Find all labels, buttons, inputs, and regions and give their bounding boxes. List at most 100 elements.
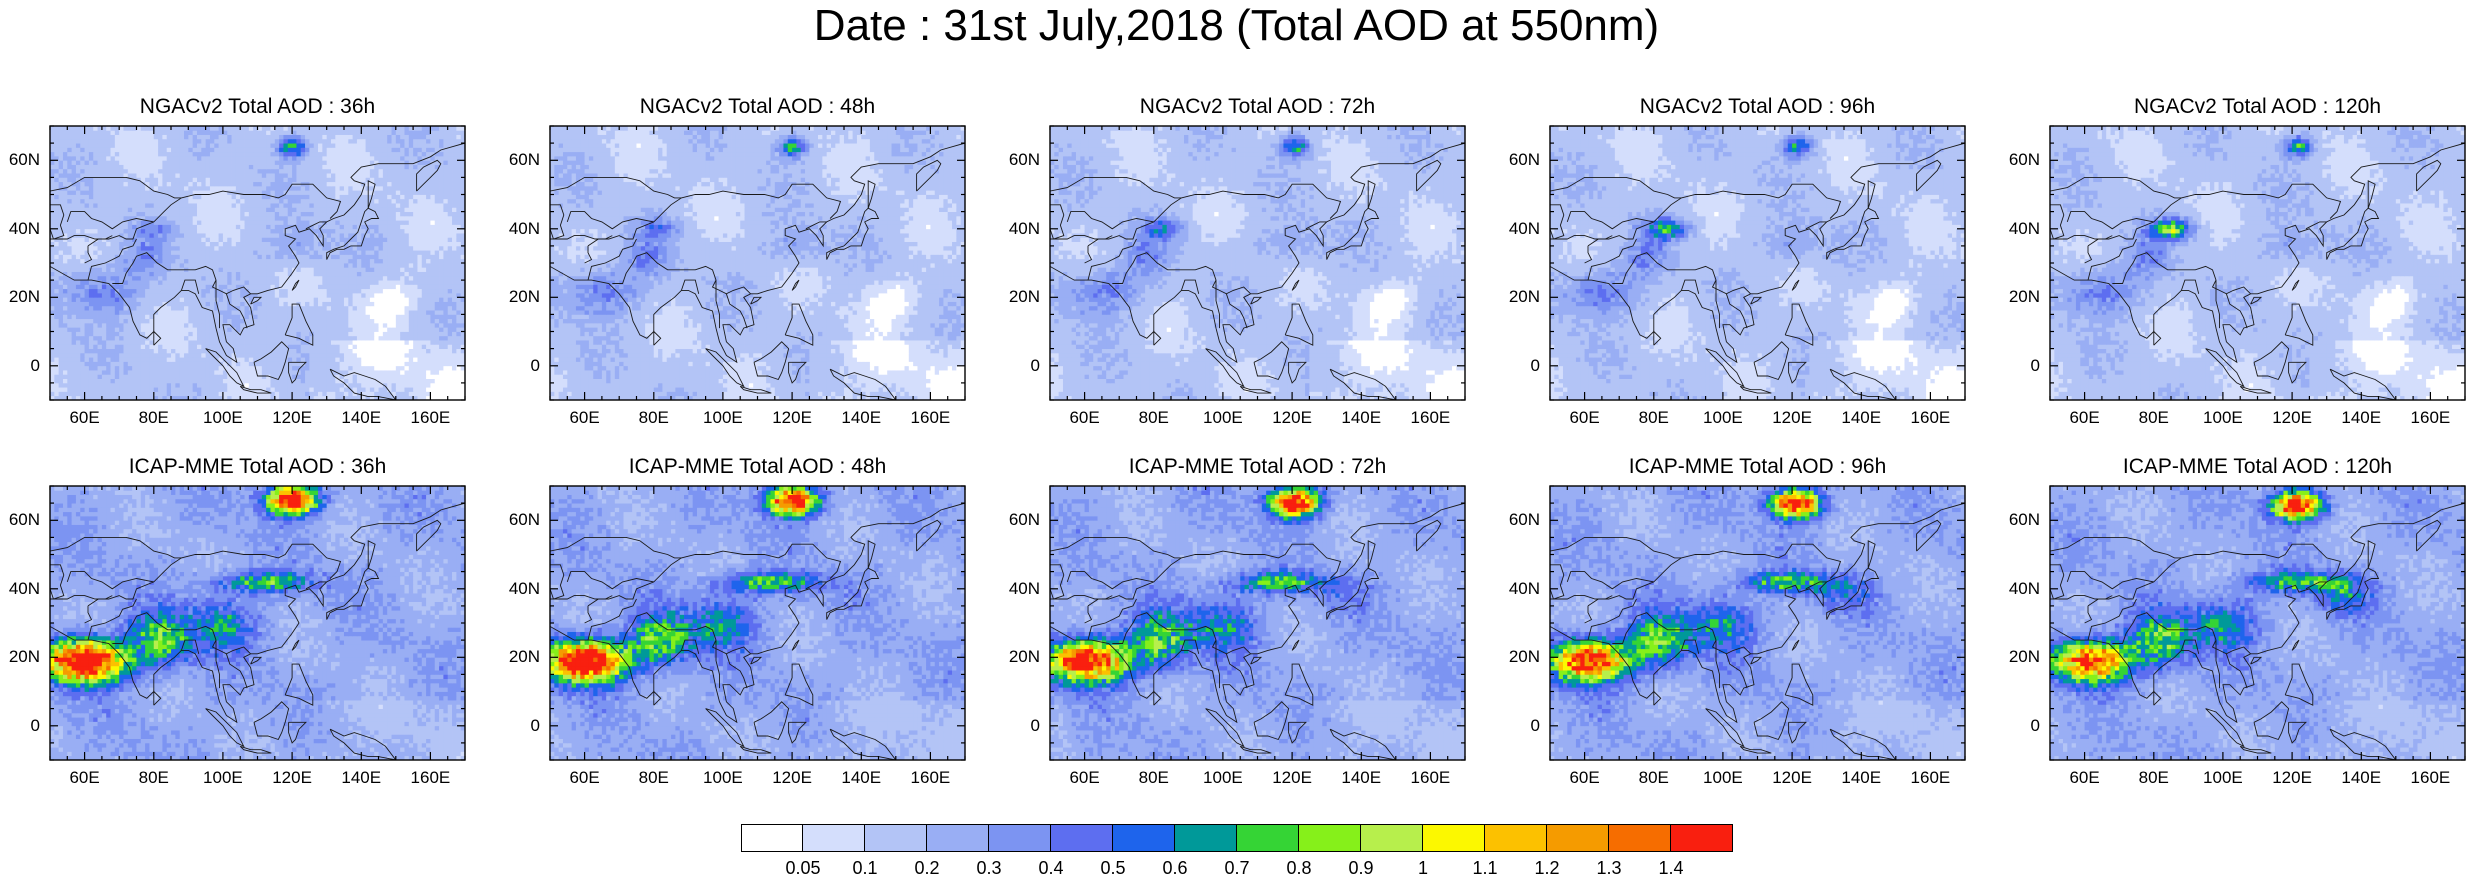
- lon-tick-label: 140E: [1341, 768, 1381, 788]
- lat-tick-label: 60N: [1009, 510, 1040, 530]
- lon-tick-label: 80E: [139, 408, 169, 428]
- aod-map-ngacv2-96h: [1550, 126, 1965, 400]
- colorbar-swatch: [989, 824, 1051, 852]
- lon-tick-label: 80E: [1139, 768, 1169, 788]
- lat-tick-label: 60N: [9, 510, 40, 530]
- colorbar-swatch: [1113, 824, 1175, 852]
- lat-tick-label: 40N: [1509, 579, 1540, 599]
- lon-tick-label: 120E: [2272, 768, 2312, 788]
- colorbar-swatch: [741, 824, 803, 852]
- lon-tick-label: 160E: [1411, 408, 1451, 428]
- colorbar-label: 0.4: [1038, 857, 1063, 879]
- panel-title-ngacv2-72h: NGACv2 Total AOD : 72h: [1010, 94, 1505, 120]
- lon-tick-label: 100E: [2203, 768, 2243, 788]
- lat-tick-label: 20N: [1509, 647, 1540, 667]
- lat-tick-label: 40N: [509, 579, 540, 599]
- lon-tick-label: 60E: [69, 408, 99, 428]
- lon-tick-label: 100E: [203, 408, 243, 428]
- lon-tick-label: 140E: [1341, 408, 1381, 428]
- lat-tick-label: 60N: [509, 510, 540, 530]
- lon-tick-label: 140E: [2341, 768, 2381, 788]
- lon-tick-label: 140E: [2341, 408, 2381, 428]
- lat-tick-label: 40N: [9, 579, 40, 599]
- lat-tick-label: 40N: [509, 219, 540, 239]
- colorbar-swatch: [803, 824, 865, 852]
- lon-tick-label: 60E: [1069, 408, 1099, 428]
- colorbar-swatch: [1671, 824, 1733, 852]
- lat-tick-label: 20N: [509, 647, 540, 667]
- lon-tick-label: 60E: [1569, 768, 1599, 788]
- colorbar-label: 0.05: [785, 857, 820, 879]
- colorbar-label: 0.8: [1286, 857, 1311, 879]
- lon-tick-label: 120E: [1772, 768, 1812, 788]
- lon-tick-label: 60E: [2069, 768, 2099, 788]
- lat-tick-label: 60N: [1009, 150, 1040, 170]
- lat-tick-label: 20N: [1009, 647, 1040, 667]
- lon-tick-label: 160E: [911, 408, 951, 428]
- lon-tick-label: 100E: [703, 768, 743, 788]
- lon-tick-label: 140E: [1841, 408, 1881, 428]
- panel-title-icap-mme-120h: ICAP-MME Total AOD : 120h: [2010, 454, 2473, 480]
- lat-tick-label: 0: [31, 716, 40, 736]
- aod-map-ngacv2-48h: [550, 126, 965, 400]
- lat-tick-label: 40N: [2009, 219, 2040, 239]
- lat-tick-label: 0: [2031, 716, 2040, 736]
- colorbar-swatch: [1175, 824, 1237, 852]
- lon-tick-label: 160E: [2411, 768, 2451, 788]
- lon-tick-label: 160E: [2411, 408, 2451, 428]
- lon-tick-label: 140E: [341, 768, 381, 788]
- aod-map-ngacv2-120h: [2050, 126, 2465, 400]
- aod-map-icap-mme-72h: [1050, 486, 1465, 760]
- lat-tick-label: 60N: [1509, 150, 1540, 170]
- lon-tick-label: 100E: [1703, 768, 1743, 788]
- aod-map-icap-mme-48h: [550, 486, 965, 760]
- lat-tick-label: 0: [531, 356, 540, 376]
- lat-tick-label: 0: [1031, 356, 1040, 376]
- lon-tick-label: 80E: [1139, 408, 1169, 428]
- colorbar-label: 0.6: [1162, 857, 1187, 879]
- aod-map-icap-mme-120h: [2050, 486, 2465, 760]
- lon-tick-label: 120E: [272, 768, 312, 788]
- lat-tick-label: 20N: [2009, 287, 2040, 307]
- colorbar-label: 1.4: [1658, 857, 1683, 879]
- colorbar-label: 1: [1418, 857, 1428, 879]
- panel-title-icap-mme-96h: ICAP-MME Total AOD : 96h: [1510, 454, 2005, 480]
- lat-tick-label: 20N: [1509, 287, 1540, 307]
- lon-tick-label: 100E: [2203, 408, 2243, 428]
- lon-tick-label: 120E: [772, 408, 812, 428]
- aod-map-icap-mme-36h: [50, 486, 465, 760]
- panel-title-icap-mme-36h: ICAP-MME Total AOD : 36h: [10, 454, 505, 480]
- lon-tick-label: 60E: [2069, 408, 2099, 428]
- lat-tick-label: 20N: [9, 287, 40, 307]
- lon-tick-label: 140E: [841, 768, 881, 788]
- lon-tick-label: 80E: [139, 768, 169, 788]
- lat-tick-label: 0: [1031, 716, 1040, 736]
- panel-title-ngacv2-120h: NGACv2 Total AOD : 120h: [2010, 94, 2473, 120]
- lon-tick-label: 80E: [639, 408, 669, 428]
- lat-tick-label: 60N: [509, 150, 540, 170]
- colorbar-label: 0.3: [976, 857, 1001, 879]
- lon-tick-label: 120E: [772, 768, 812, 788]
- lat-tick-label: 20N: [1009, 287, 1040, 307]
- figure-title: Date : 31st July,2018 (Total AOD at 550n…: [0, 0, 2473, 52]
- lon-tick-label: 80E: [639, 768, 669, 788]
- lat-tick-label: 60N: [9, 150, 40, 170]
- colorbar-label: 0.5: [1100, 857, 1125, 879]
- lon-tick-label: 140E: [341, 408, 381, 428]
- panel-title-ngacv2-96h: NGACv2 Total AOD : 96h: [1510, 94, 2005, 120]
- lat-tick-label: 0: [531, 716, 540, 736]
- lon-tick-label: 60E: [569, 768, 599, 788]
- colorbar-swatch: [927, 824, 989, 852]
- colorbar-label: 0.1: [852, 857, 877, 879]
- lon-tick-label: 160E: [1911, 408, 1951, 428]
- lat-tick-label: 40N: [2009, 579, 2040, 599]
- lat-tick-label: 40N: [1509, 219, 1540, 239]
- aod-map-icap-mme-96h: [1550, 486, 1965, 760]
- lon-tick-label: 80E: [2139, 408, 2169, 428]
- colorbar-label: 1.1: [1472, 857, 1497, 879]
- lon-tick-label: 60E: [1069, 768, 1099, 788]
- lat-tick-label: 60N: [2009, 150, 2040, 170]
- colorbar-swatch: [1237, 824, 1299, 852]
- lat-tick-label: 0: [1531, 716, 1540, 736]
- lat-tick-label: 20N: [2009, 647, 2040, 667]
